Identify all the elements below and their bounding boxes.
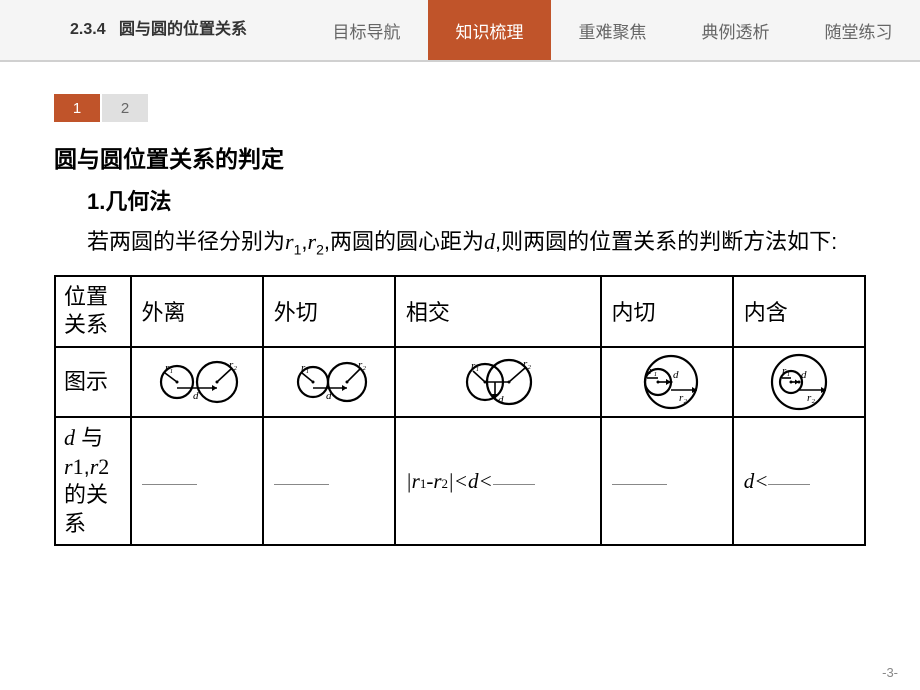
intro-mid2: ,则两圆的位置关系的判断方法如下:	[495, 229, 837, 254]
ineq-rhs: |<d<	[448, 469, 493, 493]
intro-text: 若两圆的半径分别为r1,r2,两圆的圆心距为d,则两圆的位置关系的判断方法如下:	[54, 224, 866, 261]
rel-d: d	[64, 425, 75, 450]
var-d: d	[484, 229, 495, 254]
subsection-num: 1.	[87, 189, 105, 214]
nav-tab-2[interactable]: 重难聚焦	[551, 0, 674, 60]
blank-intersect	[493, 484, 535, 485]
blank-ext-tangent	[274, 484, 329, 485]
svg-text:r₁: r₁	[165, 362, 173, 374]
blank-int-tangent	[612, 484, 667, 485]
svg-text:r₁: r₁	[301, 362, 309, 374]
cell-rel-1	[263, 417, 395, 545]
cell-pos-3: 内切	[601, 276, 733, 347]
content-title: 圆与圆位置关系的判定	[54, 140, 866, 174]
diagram-intersect: r₁ r₂ d	[395, 347, 601, 417]
rel-r2: r	[90, 454, 99, 479]
nav-tab-1[interactable]: 知识梳理	[428, 0, 551, 60]
cell-rel-2: |r1-r2|<d<	[395, 417, 601, 545]
row-header-diagram: 图示	[55, 347, 131, 417]
diagram-ext-tangent: r₁ r₂ d	[263, 347, 395, 417]
table-row-position: 位置关系 外离 外切 相交 内切 内含	[55, 276, 865, 347]
svg-text:r₁: r₁	[471, 360, 479, 372]
svg-text:d: d	[498, 394, 504, 406]
diagram-int-tangent: r₁ d r₂	[601, 347, 733, 417]
ineq-lhs: |r	[406, 469, 420, 493]
cell-pos-0: 外离	[131, 276, 263, 347]
rel-and: 与	[75, 425, 103, 450]
var-r2-sub: 2	[316, 241, 324, 257]
cell-pos-4: 内含	[733, 276, 865, 347]
svg-text:d: d	[801, 369, 807, 381]
row-header-position: 位置关系	[55, 276, 131, 347]
var-r2: r	[308, 229, 317, 254]
svg-text:r₁: r₁	[782, 365, 790, 377]
rel-r2s: 2	[98, 454, 109, 479]
rel-r1: r	[64, 454, 73, 479]
svg-text:r₂: r₂	[523, 358, 531, 370]
ineq-mid: -r	[426, 469, 441, 493]
subsection-title: 几何法	[105, 189, 171, 214]
blank-separate	[142, 484, 197, 485]
diagram-separate: r₁ r₂ d	[131, 347, 263, 417]
ineq-intersect: |r1-r2|<d<	[406, 469, 493, 493]
cell-pos-2: 相交	[395, 276, 601, 347]
svg-text:d: d	[673, 369, 679, 381]
section-number: 2.3.4	[70, 21, 106, 38]
svg-text:d: d	[326, 390, 332, 402]
section-title: 圆与圆的位置关系	[119, 21, 247, 38]
svg-text:r₂: r₂	[358, 359, 366, 371]
ineq-contain: d<	[744, 469, 769, 493]
rel-txt2: 的关系	[64, 482, 108, 536]
nav-tab-4[interactable]: 随堂练习	[797, 0, 920, 60]
sub-tab-2[interactable]: 2	[102, 94, 148, 122]
cell-rel-4: d<	[733, 417, 865, 545]
row-header-relation: d 与 r1,r2 的关系	[55, 417, 131, 545]
nav-tab-3[interactable]: 典例透析	[674, 0, 797, 60]
intro-prefix: 若两圆的半径分别为	[87, 229, 285, 254]
table-row-diagram: 图示 r₁ r₂ d	[55, 347, 865, 417]
svg-text:r₁: r₁	[649, 365, 657, 377]
diagram-contain: r₁ d r₂	[733, 347, 865, 417]
var-r1: r	[285, 229, 294, 254]
nav-tab-0[interactable]: 目标导航	[305, 0, 428, 60]
table-row-relation: d 与 r1,r2 的关系 |r1-r2|<d< d<	[55, 417, 865, 545]
header-bar: 2.3.4 圆与圆的位置关系 目标导航 知识梳理 重难聚焦 典例透析 随堂练习	[0, 0, 920, 62]
sub-tab-1[interactable]: 1	[54, 94, 100, 122]
var-r1-sub: 1	[294, 241, 302, 257]
cell-rel-0	[131, 417, 263, 545]
section-title-block: 2.3.4 圆与圆的位置关系	[0, 0, 305, 60]
svg-text:r₂: r₂	[807, 392, 815, 404]
svg-text:r₂: r₂	[679, 392, 687, 404]
relation-table: 位置关系 外离 外切 相交 内切 内含 图示	[54, 275, 866, 547]
subsection-heading: 1.几何法	[54, 184, 866, 216]
svg-text:d: d	[193, 390, 199, 402]
page-number: -3-	[882, 665, 898, 680]
relation-table-wrap: 位置关系 外离 外切 相交 内切 内含 图示	[54, 275, 866, 547]
rel-r1s: 1	[73, 454, 84, 479]
sub-tabs: 1 2	[54, 94, 920, 122]
svg-text:r₂: r₂	[229, 359, 237, 371]
cell-pos-1: 外切	[263, 276, 395, 347]
intro-mid1: ,两圆的圆心距为	[324, 229, 484, 254]
cell-rel-3	[601, 417, 733, 545]
blank-contain	[768, 484, 810, 485]
content-area: 圆与圆位置关系的判定 1.几何法 若两圆的半径分别为r1,r2,两圆的圆心距为d…	[0, 140, 920, 546]
